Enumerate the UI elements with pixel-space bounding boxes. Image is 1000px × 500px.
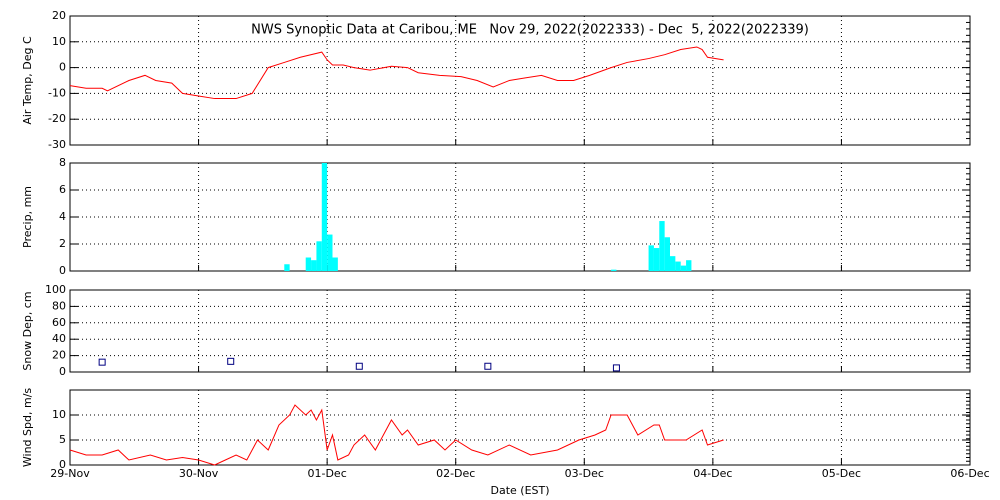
y-axis-label: Air Temp, Deg C (21, 36, 34, 125)
point (484, 362, 492, 370)
bar (670, 256, 676, 271)
x-tick-label: 30-Nov (179, 467, 219, 480)
x-tick-label: 04-Dec (693, 467, 732, 480)
line (69, 404, 724, 466)
bar (648, 245, 654, 271)
bar (321, 163, 328, 271)
bar (305, 257, 312, 271)
bar (311, 260, 317, 271)
plot-frame (69, 389, 971, 466)
y-tick-label: 10 (52, 35, 66, 48)
chart-title: NWS Synoptic Data at Caribou, ME Nov 29,… (251, 23, 809, 38)
x-tick-label: 05-Dec (822, 467, 861, 480)
bar (664, 237, 670, 271)
bar (686, 260, 692, 271)
x-tick-label: 02-Dec (436, 467, 475, 480)
y-tick-label: 100 (45, 283, 66, 296)
y-axis-label: Wind Spd, m/s (21, 388, 34, 468)
y-tick-label: 0 (59, 264, 66, 277)
y-tick-label: 0 (59, 458, 66, 471)
y-tick-label: 60 (52, 316, 66, 329)
point (612, 364, 620, 372)
bar (675, 261, 681, 271)
y-tick-label: 20 (52, 349, 66, 362)
x-tick-label: 03-Dec (565, 467, 604, 480)
x-tick-label: 06-Dec (950, 467, 989, 480)
y-tick-label: 0 (59, 61, 66, 74)
point (227, 357, 235, 365)
x-axis-label: Date (EST) (490, 484, 549, 497)
y-tick-label: 6 (59, 183, 66, 196)
bar (327, 234, 333, 271)
point (98, 358, 106, 366)
y-axis-label: Snow Dep, cm (21, 291, 34, 370)
y-tick-label: -30 (48, 138, 66, 151)
y-tick-label: 20 (52, 9, 66, 22)
bar (680, 265, 687, 271)
y-tick-label: 80 (52, 299, 66, 312)
y-tick-label: 0 (59, 365, 66, 378)
y-tick-label: 40 (52, 332, 66, 345)
x-tick-label: 29-Nov (50, 467, 90, 480)
x-tick-label: 01-Dec (308, 467, 347, 480)
y-tick-label: 8 (59, 156, 66, 169)
y-tick-label: 5 (59, 433, 66, 446)
bar (659, 221, 665, 271)
bar (284, 264, 290, 271)
bar (332, 257, 338, 271)
y-tick-label: 2 (59, 237, 66, 250)
plot-frame (69, 162, 971, 272)
y-tick-label: 10 (52, 408, 66, 421)
plot-frame (69, 15, 971, 146)
bar (316, 241, 322, 271)
y-axis-label: Precip, mm (21, 186, 34, 248)
y-tick-label: 4 (59, 210, 66, 223)
bar (611, 269, 617, 271)
line (69, 46, 724, 100)
bar (653, 248, 660, 271)
point (355, 362, 363, 370)
y-tick-label: -20 (48, 112, 66, 125)
y-tick-label: -10 (48, 86, 66, 99)
plot-frame (69, 289, 971, 373)
